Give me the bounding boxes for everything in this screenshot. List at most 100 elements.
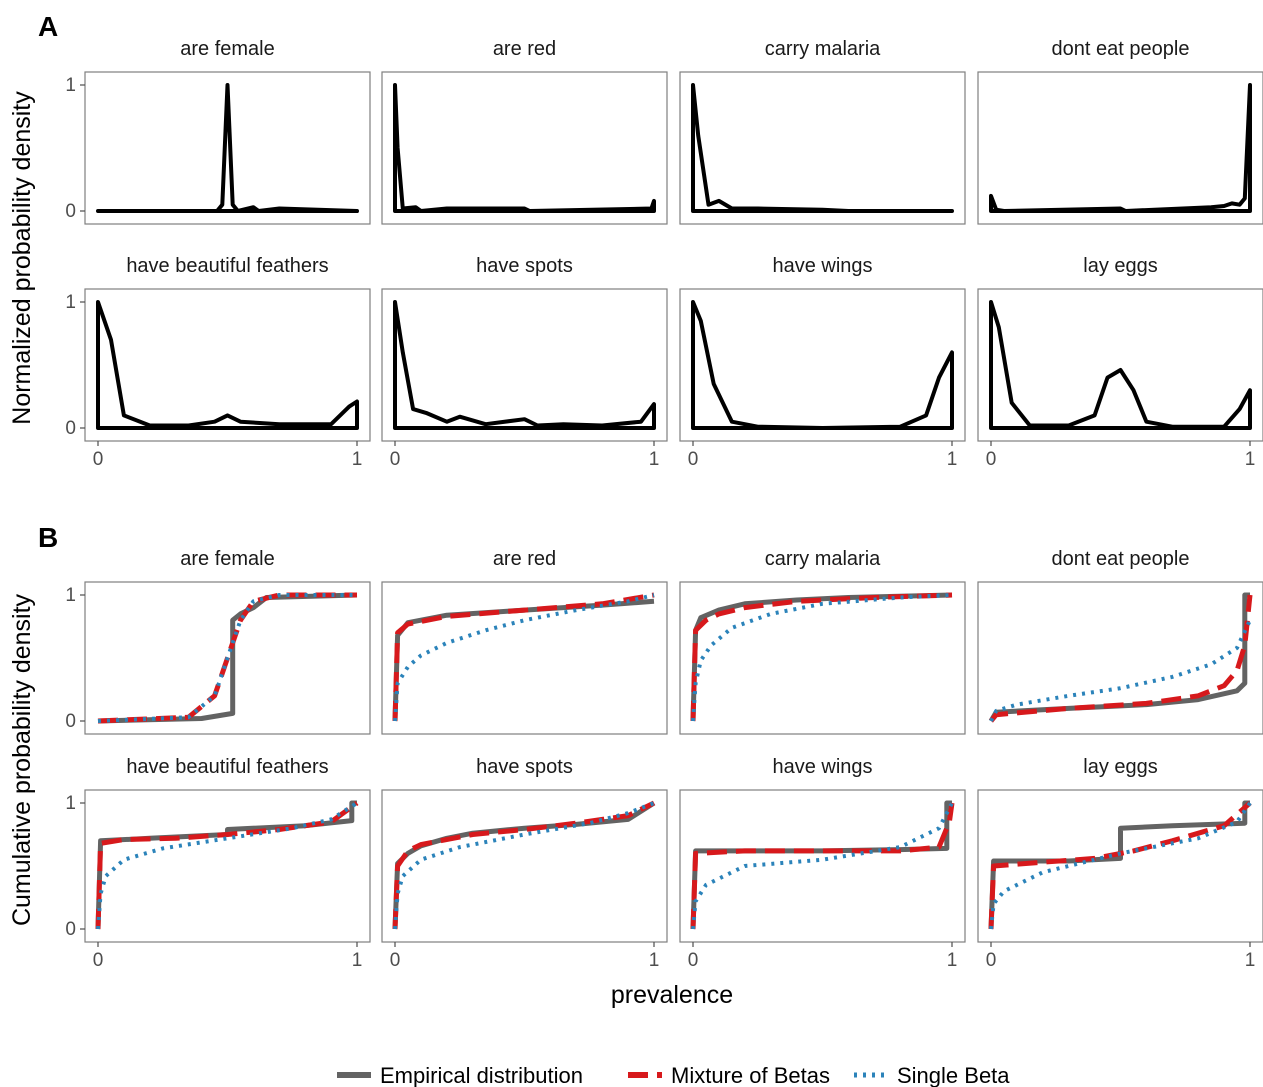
- x-tick-label: 0: [93, 950, 104, 971]
- legend-entry-mixture-of-betas: Mixture of Betas: [628, 1063, 830, 1087]
- series-line-empirical-distribution: [392, 800, 656, 930]
- facet-b-have-wings: have wings 0 1: [679, 756, 966, 971]
- series-line-empirical-distribution: [690, 800, 952, 930]
- panel-b-letter: B: [38, 522, 58, 553]
- facet-b-carry-malaria: carry malaria: [679, 548, 966, 735]
- facet-border: [679, 71, 966, 225]
- facet-border: [977, 581, 1263, 735]
- facet-title: carry malaria: [765, 548, 881, 570]
- facet-title: are female: [180, 548, 275, 570]
- series-line-mixture-of-betas: [97, 592, 357, 724]
- series-line-single-beta: [393, 801, 655, 930]
- x-tick-label: 0: [390, 950, 401, 971]
- series-line-mixture-of-betas: [392, 592, 655, 722]
- facet-border: [679, 288, 966, 442]
- facet-title: have spots: [476, 756, 573, 778]
- x-tick-label: 1: [947, 449, 958, 470]
- density-line: [393, 300, 656, 430]
- x-tick-label: 0: [688, 950, 699, 971]
- facet-title: dont eat people: [1052, 548, 1190, 570]
- series-line-single-beta: [989, 619, 1252, 722]
- plot-area: are female 0 1 are red carry malaria dont eat…: [65, 38, 1263, 971]
- series-line-single-beta: [393, 593, 655, 722]
- facet-b-lay-eggs: lay eggs 0 1: [977, 756, 1263, 971]
- facet-title: have spots: [476, 255, 573, 277]
- facet-title: lay eggs: [1083, 255, 1158, 277]
- y-tick-label: 1: [65, 292, 76, 313]
- facet-title: carry malaria: [765, 38, 881, 60]
- facet-a-are-female: are female 0 1: [65, 38, 371, 225]
- density-line: [989, 83, 1252, 213]
- y-tick-label: 1: [65, 793, 76, 814]
- x-tick-label: 0: [93, 449, 104, 470]
- facet-border: [381, 789, 668, 943]
- density-line: [691, 83, 954, 213]
- series-line-mixture-of-betas: [989, 594, 1253, 723]
- legend-entry-empirical-distribution: Empirical distribution: [337, 1063, 583, 1087]
- x-tick-label: 1: [352, 950, 363, 971]
- facet-b-are-red: are red: [381, 548, 668, 735]
- facet-border: [84, 288, 371, 442]
- y-tick-label: 1: [65, 75, 76, 96]
- density-line: [393, 83, 656, 213]
- series-line-single-beta: [96, 801, 359, 930]
- facet-border: [381, 71, 668, 225]
- x-axis-title: prevalence: [611, 981, 733, 1009]
- facet-border: [84, 789, 371, 943]
- facet-border: [977, 789, 1263, 943]
- series-line-mixture-of-betas: [988, 801, 1252, 930]
- x-tick-label: 1: [649, 950, 660, 971]
- series-line-single-beta: [691, 593, 953, 722]
- facet-title: lay eggs: [1083, 756, 1158, 778]
- series-line-mixture-of-betas: [690, 592, 953, 722]
- x-tick-label: 0: [986, 950, 997, 971]
- y-axis-title-b: Cumulative probability density: [8, 593, 36, 926]
- facet-b-have-beautiful-feathers: have beautiful feathers 0 1 0 1: [65, 756, 371, 971]
- facet-a-have-wings: have wings 0 1: [679, 255, 966, 470]
- facet-b-are-female: are female 0 1: [65, 548, 371, 735]
- x-tick-label: 1: [947, 950, 958, 971]
- x-tick-label: 1: [649, 449, 660, 470]
- y-axis-title-a: Normalized probability density: [8, 91, 36, 425]
- facet-border: [84, 581, 371, 735]
- facet-border: [381, 581, 668, 735]
- y-tick-label: 0: [65, 711, 76, 732]
- series-line-empirical-distribution: [690, 592, 953, 722]
- legend-label: Empirical distribution: [380, 1063, 583, 1087]
- x-tick-label: 1: [352, 449, 363, 470]
- facet-a-carry-malaria: carry malaria: [679, 38, 966, 225]
- density-line: [96, 300, 359, 430]
- facet-title: have beautiful feathers: [126, 255, 328, 277]
- x-tick-label: 1: [1245, 449, 1256, 470]
- y-tick-label: 0: [65, 919, 76, 940]
- facet-border: [381, 288, 668, 442]
- legend-label: Mixture of Betas: [671, 1063, 830, 1087]
- panel-a-letter: A: [38, 11, 58, 42]
- x-tick-label: 0: [688, 449, 699, 470]
- facet-title: have beautiful feathers: [126, 756, 328, 778]
- series-line-empirical-distribution: [988, 800, 1250, 930]
- facet-border: [679, 789, 966, 943]
- x-tick-label: 1: [1245, 950, 1256, 971]
- facet-title: are red: [493, 548, 556, 570]
- series-line-single-beta: [97, 593, 357, 723]
- facet-title: are red: [493, 38, 556, 60]
- series-line-mixture-of-betas: [690, 802, 955, 930]
- series-line-single-beta: [989, 801, 1252, 930]
- facet-a-dont-eat-people: dont eat people: [977, 38, 1263, 225]
- facet-a-lay-eggs: lay eggs 0 1: [977, 255, 1263, 470]
- facet-title: dont eat people: [1052, 38, 1190, 60]
- facet-a-are-red: are red: [381, 38, 668, 225]
- y-tick-label: 1: [65, 585, 76, 606]
- series-line-mixture-of-betas: [95, 800, 359, 930]
- density-line: [989, 300, 1252, 430]
- facet-a-have-spots: have spots 0 1: [381, 255, 668, 470]
- x-tick-label: 0: [986, 449, 997, 470]
- facet-border: [84, 71, 371, 225]
- facet-b-have-spots: have spots 0 1: [381, 756, 668, 971]
- density-line: [96, 83, 359, 213]
- series-line-single-beta: [691, 802, 954, 930]
- facet-title: are female: [180, 38, 275, 60]
- legend-label: Single Beta: [897, 1063, 1010, 1087]
